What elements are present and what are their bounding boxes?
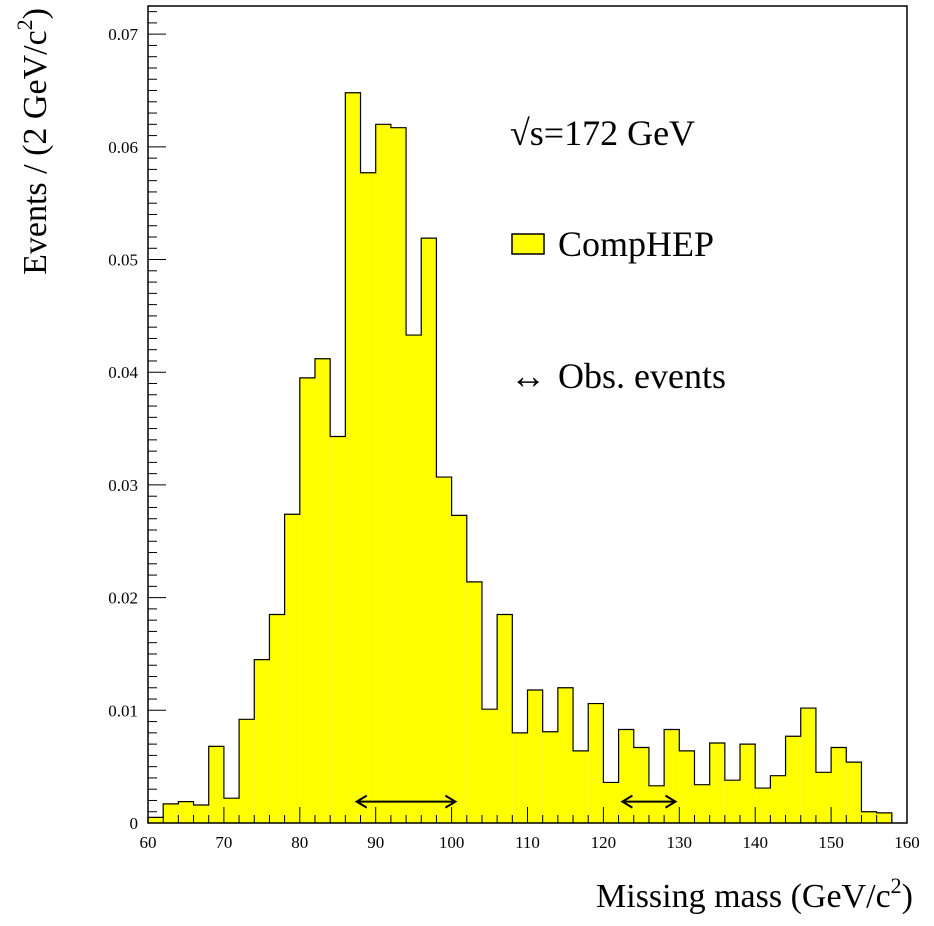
x-tick-label: 150 bbox=[818, 833, 844, 852]
y-tick-label: 0 bbox=[130, 814, 139, 833]
x-axis-label-main: Missing mass (GeV/c bbox=[596, 878, 891, 915]
x-tick-label: 130 bbox=[667, 833, 693, 852]
x-tick-label: 70 bbox=[215, 833, 232, 852]
histogram-bar bbox=[618, 729, 634, 823]
histogram-bar bbox=[436, 477, 452, 823]
histogram-bar bbox=[588, 703, 604, 823]
histogram-bar bbox=[466, 581, 482, 823]
x-tick-label: 80 bbox=[291, 833, 308, 852]
x-tick-label: 90 bbox=[367, 833, 384, 852]
histogram-bar bbox=[284, 514, 300, 823]
histogram-outline bbox=[147, 92, 893, 823]
histogram-bar bbox=[785, 736, 801, 823]
observed-event-arrow bbox=[354, 794, 458, 809]
histogram-bar bbox=[557, 687, 574, 823]
histogram-bar bbox=[223, 798, 240, 823]
histogram-bar bbox=[345, 92, 361, 823]
histogram-bar bbox=[694, 784, 710, 823]
legend-swatch bbox=[511, 233, 545, 255]
histogram-bar bbox=[831, 747, 847, 823]
x-axis-ticks: 60 70 80 90 100 110 120 130 140 150 160 bbox=[140, 807, 920, 852]
observed-event-arrows bbox=[354, 794, 678, 809]
histogram-bar bbox=[269, 614, 285, 823]
histogram-bar bbox=[815, 772, 832, 823]
histogram-bar bbox=[527, 690, 543, 823]
y-tick-label: 0.05 bbox=[108, 251, 138, 270]
y-tick-label: 0.07 bbox=[108, 25, 138, 44]
histogram-bar bbox=[740, 744, 756, 823]
y-tick-label: 0.02 bbox=[108, 589, 138, 608]
histogram-bars bbox=[147, 92, 893, 823]
histogram-bar bbox=[299, 377, 315, 823]
histogram-bar bbox=[800, 708, 816, 823]
y-tick-label: 0.04 bbox=[108, 363, 138, 382]
x-tick-label: 60 bbox=[140, 833, 157, 852]
histogram-bar bbox=[603, 782, 619, 823]
histogram-bar bbox=[239, 719, 255, 823]
histogram-bar bbox=[330, 436, 346, 823]
histogram-bar bbox=[163, 803, 179, 823]
y-axis-ticks: 0 0.01 0.02 0.03 0.04 0.05 0.06 0.07 bbox=[108, 11, 166, 833]
histogram-bar bbox=[679, 750, 695, 823]
histogram-bar bbox=[573, 750, 589, 823]
x-tick-label: 160 bbox=[894, 833, 920, 852]
histogram-bar bbox=[770, 775, 786, 823]
y-axis-label-end: ) bbox=[17, 8, 54, 19]
histogram-bar bbox=[664, 729, 680, 823]
histogram-bar bbox=[314, 358, 331, 823]
histogram-bar bbox=[254, 659, 270, 823]
histogram-bar bbox=[846, 762, 862, 823]
histogram-bar bbox=[512, 732, 528, 823]
x-tick-label: 110 bbox=[515, 833, 540, 852]
histogram-bar bbox=[406, 335, 422, 823]
histogram-bar bbox=[421, 238, 437, 823]
legend-energy-label: √s=172 GeV bbox=[510, 113, 695, 153]
y-tick-label: 0.03 bbox=[108, 476, 138, 495]
y-tick-label: 0.01 bbox=[108, 701, 138, 720]
y-axis-label: Events / (2 GeV/c2) bbox=[12, 8, 54, 275]
histogram-bar bbox=[178, 801, 194, 823]
legend-arrow-symbol: ↔ bbox=[510, 356, 546, 396]
legend: √s=172 GeV CompHEP ↔ Obs. events bbox=[510, 113, 726, 396]
histogram-bar bbox=[876, 812, 892, 823]
histogram-bar bbox=[755, 788, 771, 823]
observed-event-arrow bbox=[620, 794, 678, 809]
histogram-bar bbox=[633, 747, 649, 823]
x-axis-label-end: ) bbox=[902, 878, 913, 915]
legend-observed-label: Obs. events bbox=[558, 356, 726, 396]
legend-series-name: CompHEP bbox=[558, 224, 714, 264]
histogram-bar bbox=[497, 614, 513, 823]
histogram-bar bbox=[360, 172, 376, 823]
x-axis-label-sup: 2 bbox=[891, 873, 902, 898]
y-axis-label-main: Events / (2 GeV/c bbox=[17, 30, 54, 275]
y-axis-label-sup: 2 bbox=[12, 19, 37, 30]
histogram-bar bbox=[193, 804, 209, 823]
histogram-bar bbox=[861, 811, 877, 823]
x-tick-label: 100 bbox=[439, 833, 465, 852]
y-tick-label: 0.06 bbox=[108, 138, 138, 157]
histogram-bar bbox=[709, 742, 725, 823]
x-axis-label: Missing mass (GeV/c2) bbox=[596, 873, 913, 915]
histogram-bar bbox=[542, 731, 558, 823]
histogram-bar bbox=[148, 817, 164, 823]
x-tick-label: 140 bbox=[742, 833, 768, 852]
x-tick-label: 120 bbox=[591, 833, 617, 852]
histogram-bar bbox=[390, 127, 407, 823]
histogram-bar bbox=[724, 780, 741, 823]
histogram-bar bbox=[375, 124, 391, 823]
histogram-bar bbox=[451, 515, 467, 823]
histogram-bar bbox=[648, 785, 665, 823]
histogram-bar bbox=[481, 709, 498, 823]
histogram-bar bbox=[208, 746, 224, 823]
